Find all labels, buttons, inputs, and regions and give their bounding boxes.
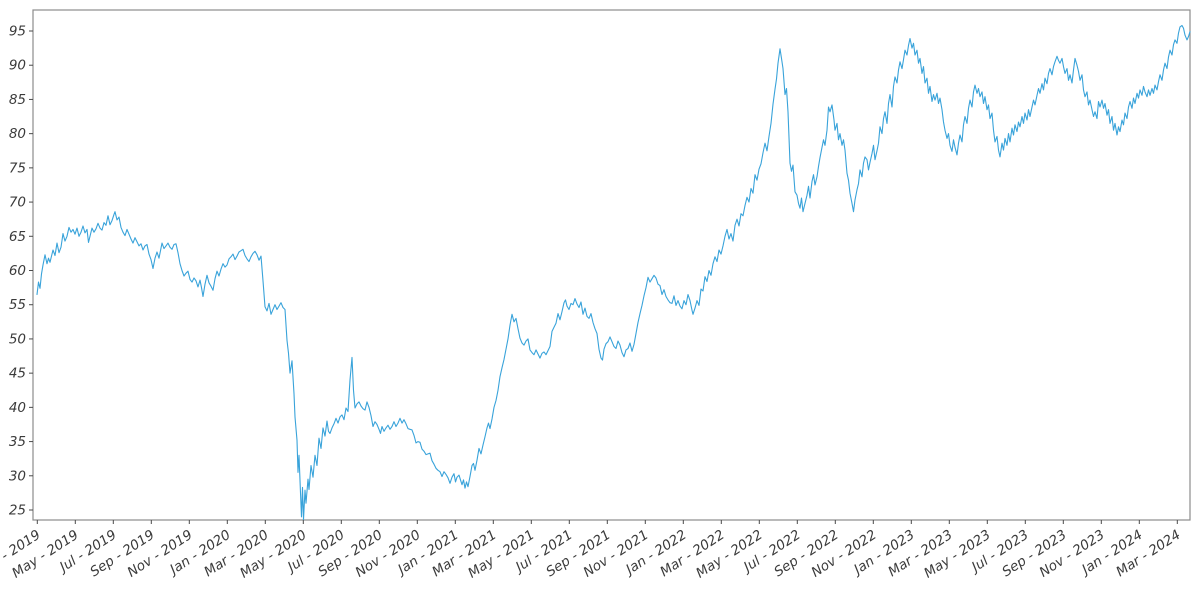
plot-frame [32, 9, 1191, 521]
y-tick-label: 45 [9, 366, 26, 382]
y-tick-label: 30 [9, 468, 26, 484]
y-tick-label: 95 [9, 24, 26, 40]
y-axis: 25 30 35 40 45 50 55 60 65 70 75 80 85 90 95 [9, 24, 33, 519]
y-tick-label: 55 [9, 297, 26, 313]
y-tick-label: 65 [9, 229, 26, 245]
y-tick-label: 40 [9, 400, 26, 416]
y-tick-label: 25 [9, 503, 26, 519]
y-tick-label: 60 [9, 263, 26, 279]
price-line [36, 24, 1191, 521]
y-tick-label: 90 [9, 58, 26, 74]
price-line-series [36, 24, 1191, 521]
y-tick-label: 80 [9, 126, 26, 142]
y-tick-label: 50 [9, 331, 26, 347]
plot-frame-group [32, 9, 1191, 521]
y-tick-label: 35 [9, 434, 26, 450]
y-tick-label: 75 [9, 160, 26, 176]
y-tick-label: 70 [9, 195, 26, 211]
y-tick-label: 85 [9, 92, 26, 108]
